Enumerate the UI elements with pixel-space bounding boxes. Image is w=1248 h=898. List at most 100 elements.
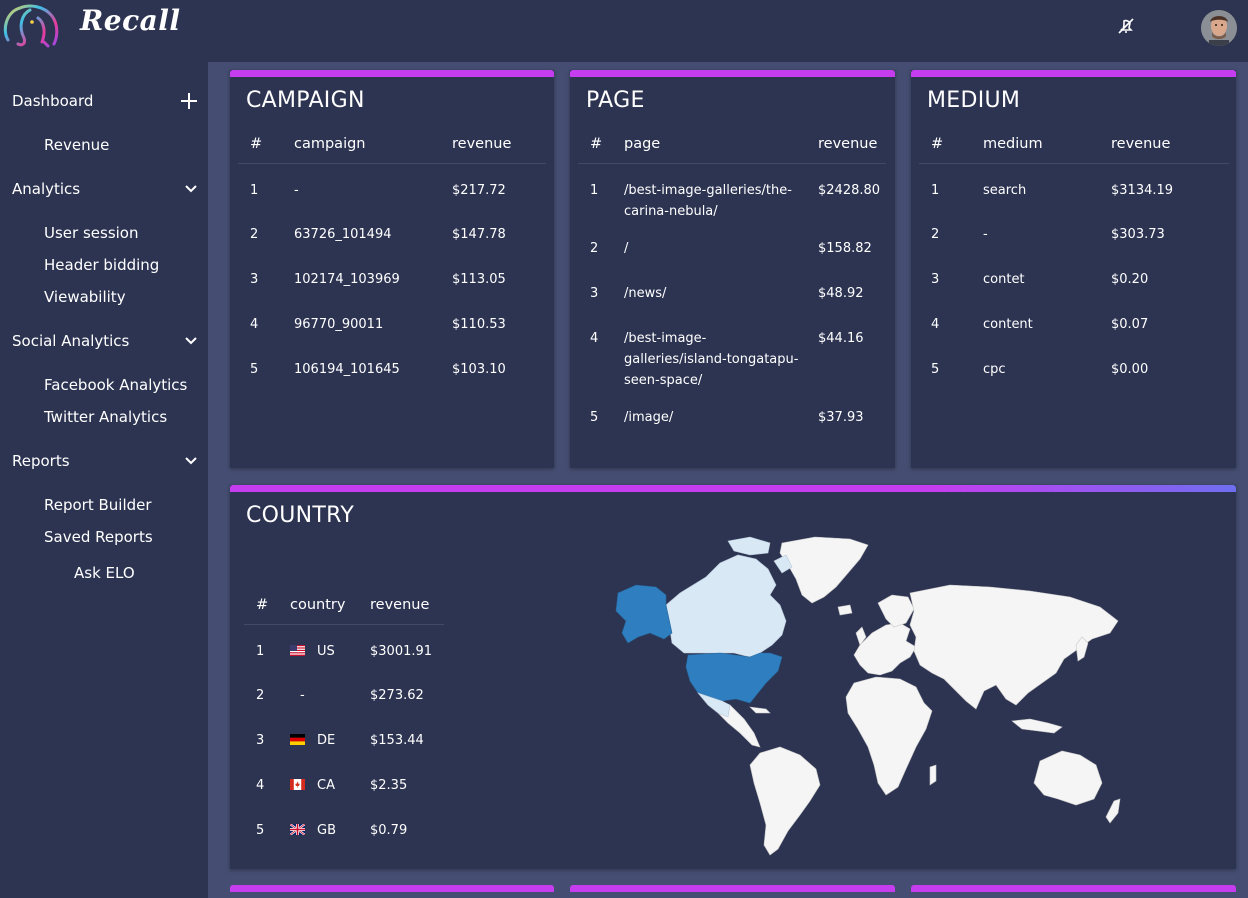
table-header-row: # campaign revenue xyxy=(238,125,546,164)
table-row[interactable]: 4 96770_90011 $110.53 xyxy=(238,298,546,343)
table-header-row: # medium revenue xyxy=(919,125,1229,164)
table-row[interactable]: 2 - $273.62 xyxy=(244,669,444,714)
table-row[interactable]: 4 content $0.07 xyxy=(919,298,1229,343)
medium-name: - xyxy=(983,227,988,242)
campaign-name: 102174_103969 xyxy=(294,272,400,287)
table-row[interactable]: 1 - $217.72 xyxy=(238,163,546,208)
column-header[interactable]: # xyxy=(238,125,294,164)
table-row[interactable]: 5 GB $0.79 xyxy=(244,804,444,849)
sidebar-item-facebook-analytics[interactable]: Facebook Analytics xyxy=(44,376,188,394)
country-cell: DE xyxy=(290,714,370,759)
table-row[interactable]: 5 106194_101645 $103.10 xyxy=(238,343,546,388)
column-header[interactable]: # xyxy=(578,125,624,164)
table-row[interactable]: 2 63726_101494 $147.78 xyxy=(238,208,546,253)
table-row[interactable]: 3 contet $0.20 xyxy=(919,253,1229,298)
us-flag-icon xyxy=(290,644,305,656)
world-map[interactable] xyxy=(610,533,1130,863)
table-header-row: # country revenue xyxy=(244,586,444,625)
map-region-indonesia xyxy=(1011,718,1063,734)
main-content: CAMPAIGN # campaign revenue 1 - $217.72 2 6… xyxy=(208,62,1248,898)
map-region-caribbean xyxy=(749,706,771,714)
page-path: / xyxy=(624,240,629,256)
table-row[interactable]: 3/news/ $48.92 xyxy=(578,267,886,312)
table-row[interactable]: 5/image/ $37.93 xyxy=(578,391,886,436)
revenue-value: $48.92 xyxy=(818,285,864,301)
medium-name: cpc xyxy=(983,362,1006,377)
column-header[interactable]: revenue xyxy=(1111,125,1229,164)
revenue-value: $0.00 xyxy=(1111,362,1149,377)
sidebar-item-saved-reports[interactable]: Saved Reports xyxy=(44,528,153,546)
row-index: 1 xyxy=(256,643,265,659)
map-region-usa xyxy=(685,652,783,704)
sidebar-item-social-analytics[interactable]: Social Analytics xyxy=(12,332,130,350)
map-region-asia xyxy=(909,584,1119,710)
chevron-down-icon[interactable] xyxy=(184,334,198,348)
sidebar-item-user-session[interactable]: User session xyxy=(44,224,139,242)
table-row[interactable]: 1 search $3134.19 xyxy=(919,163,1229,208)
map-region-canada xyxy=(665,554,787,658)
table-row[interactable]: 2 - $303.73 xyxy=(919,208,1229,253)
sidebar-item-header-bidding[interactable]: Header bidding xyxy=(44,256,160,274)
campaign-table: # campaign revenue 1 - $217.72 2 63726_1014… xyxy=(238,125,546,388)
map-region-greenland xyxy=(779,536,869,604)
column-header[interactable]: campaign xyxy=(294,125,452,164)
revenue-value: $44.16 xyxy=(818,330,864,346)
sidebar-item-dashboard[interactable]: Dashboard xyxy=(12,92,94,110)
column-header[interactable]: country xyxy=(290,586,370,625)
map-region-europe xyxy=(853,622,917,676)
card-title: PAGE xyxy=(586,88,645,113)
sidebar-item-revenue[interactable]: Revenue xyxy=(44,136,110,154)
sidebar-item-viewability[interactable]: Viewability xyxy=(44,288,126,306)
table-row[interactable]: 5 cpc $0.00 xyxy=(919,343,1229,388)
sidebar-item-analytics[interactable]: Analytics xyxy=(12,180,81,198)
chevron-down-icon[interactable] xyxy=(184,454,198,468)
campaign-name: 63726_101494 xyxy=(294,227,392,242)
row-index: 4 xyxy=(590,330,599,346)
table-row[interactable]: 4/best-image-galleries/island-tongatapu-… xyxy=(578,312,886,391)
table-row[interactable]: 3 102174_103969 $113.05 xyxy=(238,253,546,298)
table-row[interactable]: 4 CA $2.35 xyxy=(244,759,444,804)
page-path: /best-image-galleries/island-tongatapu-s… xyxy=(624,330,799,388)
elephant-logo-icon[interactable] xyxy=(0,0,62,52)
de-flag-icon xyxy=(290,734,305,745)
revenue-value: $303.73 xyxy=(1111,227,1165,242)
revenue-value: $110.53 xyxy=(452,317,506,332)
sidebar-item-report-builder[interactable]: Report Builder xyxy=(44,496,152,514)
table-row[interactable]: 3 DE $153.44 xyxy=(244,714,444,759)
row-index: 4 xyxy=(931,317,940,332)
country-code: GB xyxy=(317,823,336,838)
column-header[interactable]: revenue xyxy=(452,125,546,164)
map-region-australia xyxy=(1033,750,1103,806)
revenue-value: $0.20 xyxy=(1111,272,1149,287)
campaign-name: 96770_90011 xyxy=(294,317,384,332)
column-header[interactable]: revenue xyxy=(818,125,886,164)
row-index: 4 xyxy=(256,778,265,793)
map-region-scandinavia xyxy=(877,594,915,628)
medium-card: MEDIUM # medium revenue 1 search $3134.19 … xyxy=(911,70,1236,468)
table-row[interactable]: 1/best-image-galleries/the-carina-nebula… xyxy=(578,163,886,222)
sidebar-item-twitter-analytics[interactable]: Twitter Analytics xyxy=(44,408,168,426)
country-code: CA xyxy=(317,778,335,793)
column-header[interactable]: revenue xyxy=(370,586,444,625)
card-accent-bar xyxy=(570,885,895,892)
medium-name: search xyxy=(983,182,1027,198)
chevron-down-icon[interactable] xyxy=(184,182,198,196)
card-title: COUNTRY xyxy=(246,503,355,528)
column-header[interactable]: page xyxy=(624,125,818,164)
revenue-value: $147.78 xyxy=(452,227,506,242)
user-avatar[interactable] xyxy=(1201,10,1237,46)
app-logo-text[interactable]: Recall xyxy=(80,4,181,37)
column-header[interactable]: # xyxy=(919,125,983,164)
sidebar-item-reports[interactable]: Reports xyxy=(12,452,70,470)
table-row[interactable]: 2 / $158.82 xyxy=(578,222,886,267)
table-row[interactable]: 1 US $3001.91 xyxy=(244,624,444,669)
revenue-value: $3001.91 xyxy=(370,643,433,659)
notifications-off-icon[interactable] xyxy=(1116,16,1136,36)
revenue-value: $0.79 xyxy=(370,823,408,838)
revenue-value: $153.44 xyxy=(370,733,424,748)
sidebar-item-ask-elo[interactable]: Ask ELO xyxy=(74,564,135,582)
card-accent-bar xyxy=(570,70,895,77)
column-header[interactable]: # xyxy=(244,586,290,625)
add-dashboard-plus-icon[interactable] xyxy=(180,92,198,110)
column-header[interactable]: medium xyxy=(983,125,1111,164)
